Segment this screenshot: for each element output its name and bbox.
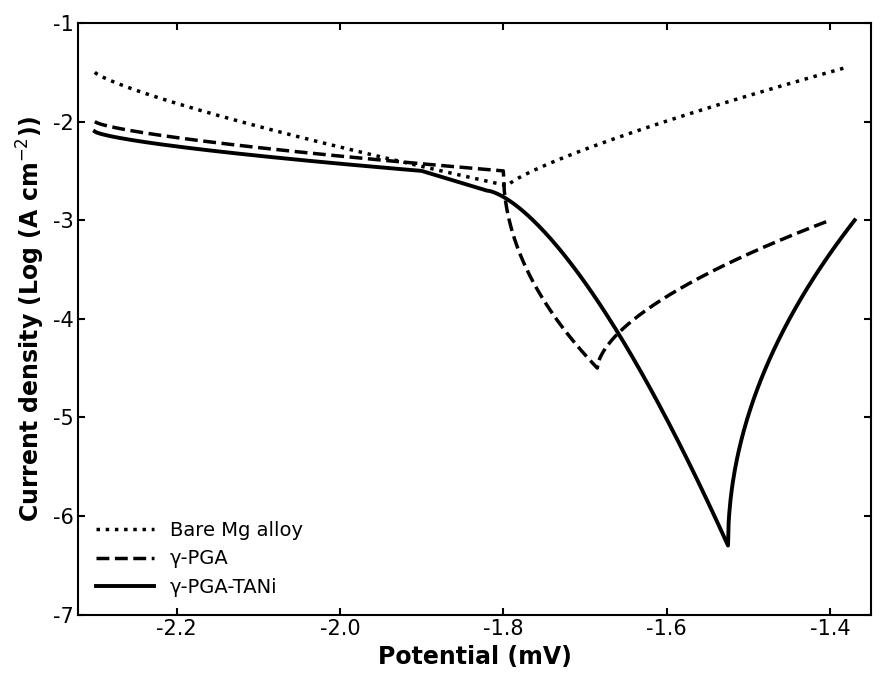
γ-PGA-TANi	[737, 431, 748, 439]
Bare Mg alloy	[563, 151, 574, 159]
Line: Bare Mg alloy: Bare Mg alloy	[95, 67, 846, 185]
γ-PGA	[533, 287, 544, 295]
Bare Mg alloy	[302, 135, 313, 143]
γ-PGA	[564, 332, 575, 341]
γ-PGA	[590, 362, 601, 370]
Line: γ-PGA: γ-PGA	[95, 122, 830, 368]
γ-PGA-TANi	[315, 158, 325, 166]
γ-PGA-TANi	[752, 385, 763, 393]
γ-PGA-TANi	[850, 216, 860, 224]
γ-PGA	[536, 292, 547, 300]
Line: γ-PGA-TANi: γ-PGA-TANi	[95, 131, 855, 546]
Bare Mg alloy	[236, 118, 246, 126]
γ-PGA-TANi	[802, 285, 812, 293]
X-axis label: Potential (mV): Potential (mV)	[377, 645, 571, 669]
Bare Mg alloy	[617, 132, 627, 140]
γ-PGA-TANi	[773, 337, 783, 345]
γ-PGA	[812, 221, 822, 229]
Legend: Bare Mg alloy, γ-PGA, γ-PGA-TANi: Bare Mg alloy, γ-PGA, γ-PGA-TANi	[89, 513, 311, 605]
γ-PGA-TANi	[818, 260, 828, 268]
γ-PGA	[592, 364, 602, 372]
γ-PGA	[89, 118, 100, 126]
Bare Mg alloy	[502, 181, 513, 189]
Bare Mg alloy	[89, 68, 100, 77]
γ-PGA	[720, 261, 731, 269]
Bare Mg alloy	[463, 173, 474, 181]
Bare Mg alloy	[674, 113, 685, 121]
Y-axis label: Current density (Log (A cm$^{-2}$)): Current density (Log (A cm$^{-2}$))	[15, 116, 47, 522]
Bare Mg alloy	[841, 63, 851, 71]
γ-PGA-TANi	[723, 542, 734, 550]
γ-PGA-TANi	[89, 127, 100, 135]
γ-PGA	[825, 216, 835, 224]
